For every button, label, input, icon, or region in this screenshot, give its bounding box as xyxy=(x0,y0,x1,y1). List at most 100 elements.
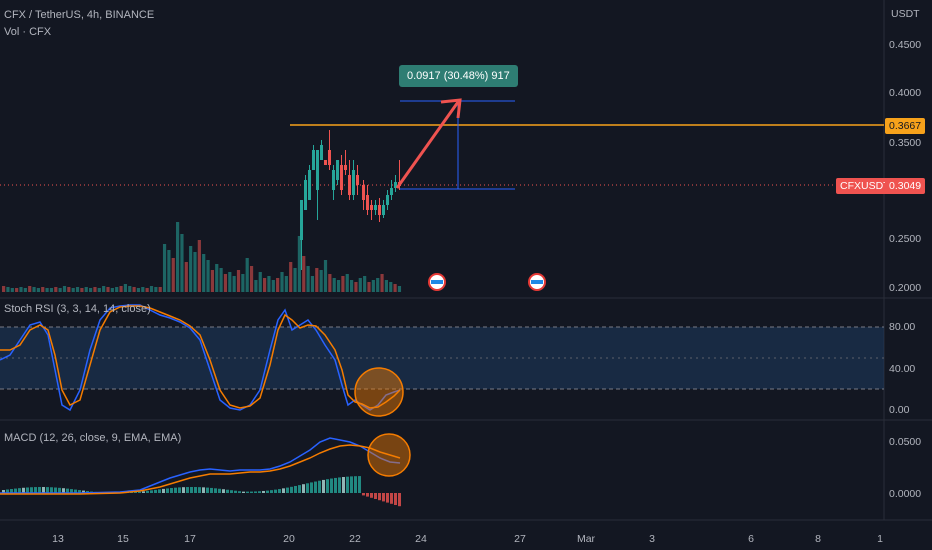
macd-bar xyxy=(166,488,169,493)
arrow-head-icon xyxy=(440,98,462,119)
event-icon[interactable] xyxy=(428,273,446,291)
date-tick: 1 xyxy=(877,533,883,545)
volume-bar xyxy=(345,274,349,292)
macd-bar xyxy=(238,491,241,493)
stoch-title: Stoch RSI (3, 3, 14, 14, close) xyxy=(4,303,151,315)
volume-bar xyxy=(249,266,254,292)
volume-bar xyxy=(328,274,332,292)
date-tick: 24 xyxy=(415,533,427,545)
volume-bar xyxy=(228,272,232,292)
candle-body xyxy=(308,170,311,200)
candle-body xyxy=(304,180,307,210)
macd-bar xyxy=(30,487,33,493)
macd-bar xyxy=(226,489,229,493)
date-tick: 17 xyxy=(184,533,196,545)
candle-body xyxy=(362,185,365,200)
macd-bar xyxy=(250,491,253,493)
price-tick: 0.2000 xyxy=(889,282,922,294)
volume-bar xyxy=(167,250,171,292)
macd-bar xyxy=(218,488,221,493)
volume-bar xyxy=(267,276,271,292)
macd-bar xyxy=(154,489,157,493)
macd-bar xyxy=(194,487,197,493)
volume-bar xyxy=(384,280,388,292)
macd-bar xyxy=(306,483,309,493)
volume-bar xyxy=(371,280,375,292)
volume-bar xyxy=(389,282,393,292)
macd-bar xyxy=(222,489,225,493)
macd-highlight-circle[interactable] xyxy=(367,433,411,477)
volume-bar xyxy=(45,288,49,292)
macd-bar xyxy=(86,491,89,493)
date-tick: 6 xyxy=(748,533,754,545)
volume-bar xyxy=(223,274,228,292)
volume-bar xyxy=(67,287,71,292)
volume-bar xyxy=(202,254,206,292)
candle-body xyxy=(320,145,323,160)
measure-label[interactable]: 0.0917 (30.48%) 917 xyxy=(399,65,518,87)
event-icon[interactable] xyxy=(528,273,546,291)
volume-bar xyxy=(32,287,36,292)
volume-bar xyxy=(58,288,62,292)
macd-bar xyxy=(146,490,149,493)
volume-bar xyxy=(323,260,328,292)
volume-bar xyxy=(119,286,123,292)
volume-bar xyxy=(232,276,236,292)
volume-bar xyxy=(97,288,101,292)
volume-bar xyxy=(128,286,132,292)
volume-bar xyxy=(254,280,258,292)
macd-bar xyxy=(338,477,341,493)
volume-bar xyxy=(75,287,80,292)
macd-bar xyxy=(314,481,317,493)
volume-bar xyxy=(149,286,154,292)
volume-bar xyxy=(297,236,301,292)
macd-signal-line xyxy=(0,444,401,495)
volume-bar xyxy=(289,262,293,292)
candle-body xyxy=(374,205,377,210)
macd-bar xyxy=(174,487,177,493)
stoch-k-line xyxy=(0,304,401,412)
candle-body xyxy=(328,150,331,165)
macd-bar xyxy=(206,487,209,493)
macd-bar xyxy=(294,485,297,493)
volume-bar xyxy=(358,278,362,292)
volume-bar xyxy=(354,282,358,292)
macd-bar xyxy=(178,487,181,493)
volume-bar xyxy=(332,278,336,292)
volume-bar xyxy=(141,287,145,292)
volume-bar xyxy=(363,276,367,292)
volume-bar xyxy=(102,286,106,292)
volume-bar xyxy=(2,286,6,292)
date-tick: 27 xyxy=(514,533,526,545)
candle-body xyxy=(378,205,381,215)
volume-bar xyxy=(293,268,297,292)
volume-bar xyxy=(93,287,97,292)
projection-arrow[interactable] xyxy=(395,101,460,189)
stoch-highlight-circle[interactable] xyxy=(354,367,404,417)
date-tick: 8 xyxy=(815,533,821,545)
macd-bar xyxy=(390,493,393,504)
macd-bar xyxy=(70,489,73,493)
symbol-tag: CFXUSDT xyxy=(836,178,894,194)
macd-tick: 0.0500 xyxy=(889,436,922,448)
macd-bar xyxy=(10,489,13,493)
volume-bar xyxy=(315,268,319,292)
stoch-tick: 0.00 xyxy=(889,404,910,416)
candle-body xyxy=(352,170,355,195)
macd-bar xyxy=(378,493,381,501)
macd-bar xyxy=(242,491,245,493)
macd-bar xyxy=(42,487,45,493)
volume-bar xyxy=(258,272,262,292)
stoch-band xyxy=(0,327,884,389)
macd-bar xyxy=(282,488,285,493)
macd-bar xyxy=(330,478,333,493)
currency-label: USDT xyxy=(891,8,920,20)
macd-bar xyxy=(246,491,249,493)
candle-body xyxy=(324,160,327,165)
macd-bar xyxy=(318,480,321,493)
macd-bar xyxy=(6,489,9,493)
macd-bar xyxy=(198,487,201,493)
volume-bar xyxy=(110,288,114,292)
macd-bar xyxy=(66,488,69,493)
